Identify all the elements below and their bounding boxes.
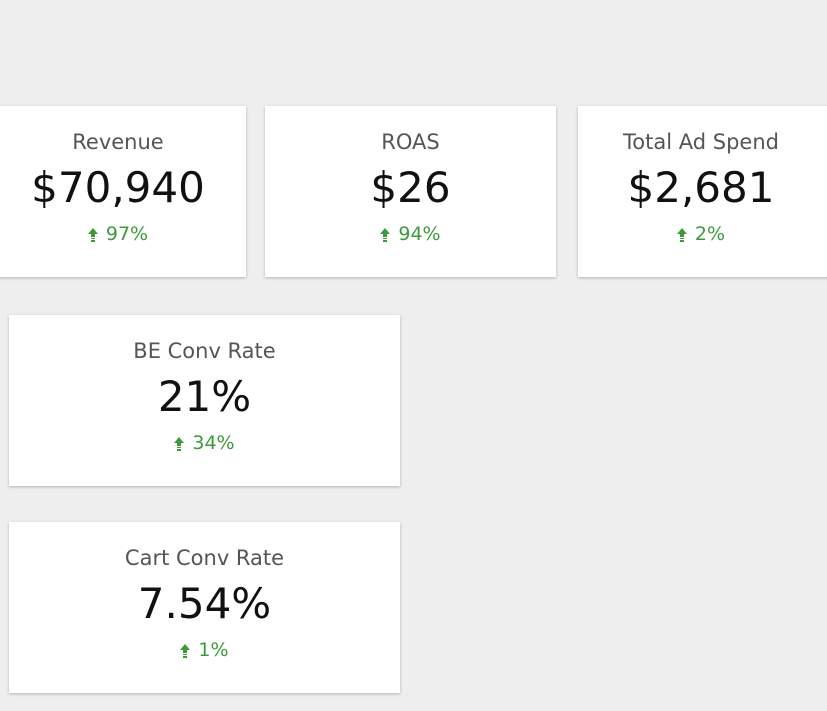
kpi-card-cart-conv-rate[interactable]: Cart Conv Rate 7.54% 1% (9, 522, 400, 693)
arrow-up-icon (380, 228, 391, 242)
arrow-up-icon (180, 644, 191, 658)
kpi-change: 97% (0, 222, 246, 246)
kpi-title: Total Ad Spend (623, 130, 779, 154)
kpi-value: 7.54% (137, 579, 272, 628)
kpi-change: 94% (265, 222, 556, 246)
kpi-change-value: 2% (694, 223, 726, 245)
kpi-value: $2,681 (627, 163, 775, 212)
kpi-value: $26 (370, 163, 451, 212)
kpi-change: 2% (562, 222, 827, 246)
kpi-value: 21% (157, 372, 252, 421)
kpi-change: 34% (9, 431, 400, 455)
kpi-title: ROAS (381, 130, 440, 154)
kpi-title: Revenue (72, 130, 164, 154)
kpi-title: Cart Conv Rate (124, 546, 285, 570)
kpi-card-total-ad-spend[interactable]: Total Ad Spend $2,681 2% (578, 106, 827, 277)
arrow-up-icon (174, 437, 185, 451)
kpi-card-roas[interactable]: ROAS $26 94% (265, 106, 556, 277)
kpi-change-value: 94% (398, 223, 441, 245)
kpi-value: $70,940 (31, 163, 205, 212)
kpi-change-value: 34% (192, 432, 235, 454)
kpi-change: 1% (9, 638, 400, 662)
arrow-up-icon (676, 228, 687, 242)
kpi-change-value: 97% (105, 223, 149, 245)
kpi-title: BE Conv Rate (133, 339, 276, 363)
kpi-card-be-conv-rate[interactable]: BE Conv Rate 21% 34% (9, 315, 400, 486)
kpi-change-value: 1% (198, 639, 229, 661)
kpi-card-revenue[interactable]: Revenue $70,940 97% (0, 106, 246, 277)
arrow-up-icon (87, 228, 98, 242)
